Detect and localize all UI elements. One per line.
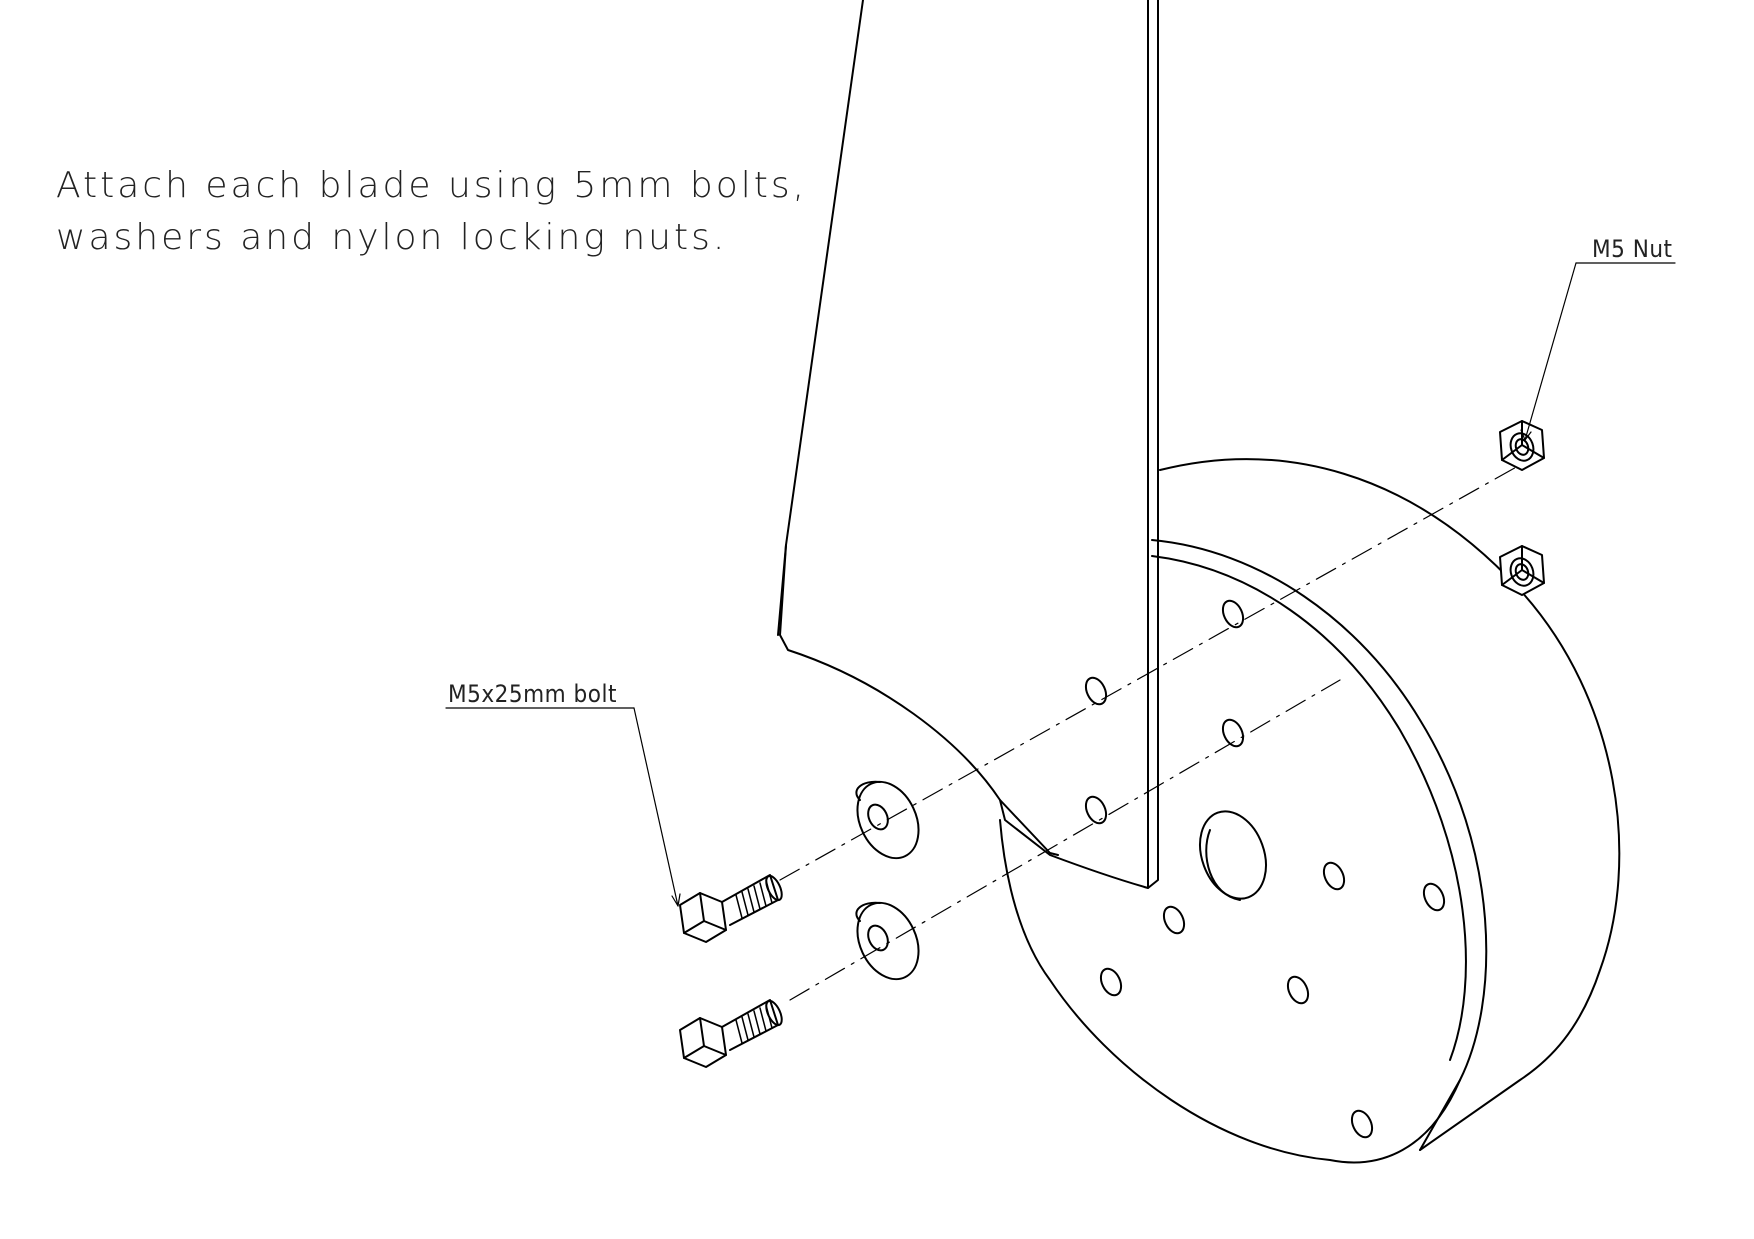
washer-upper	[855, 780, 920, 860]
blade-outline	[779, 0, 1159, 889]
hub-hole	[1422, 882, 1446, 912]
callout-bolt-label: M5x25mm bolt	[448, 680, 617, 708]
callout-nut-label: M5 Nut	[1592, 235, 1673, 263]
instruction-line-1: Attach each blade using 5mm bolts,	[56, 165, 808, 206]
hub-back-edge	[1159, 458, 1621, 1151]
hub	[999, 458, 1621, 1164]
center-line-lower	[789, 679, 1341, 1001]
hub-hole	[1084, 795, 1108, 825]
nut-upper	[1499, 420, 1545, 471]
bolt-lower	[679, 999, 783, 1068]
callout-bolt: M5x25mm bolt	[445, 680, 681, 907]
hub-hole	[1221, 599, 1245, 629]
callout-nut: M5 Nut	[1520, 235, 1676, 441]
hub-hole	[1221, 718, 1245, 748]
washer-lower	[855, 901, 920, 981]
center-lines	[779, 464, 1521, 1001]
bolt-upper	[679, 874, 783, 943]
instruction-text: Attach each blade using 5mm bolts, washe…	[56, 160, 807, 264]
center-line-upper	[779, 464, 1521, 881]
hub-hole	[1350, 1109, 1374, 1139]
hub-center-bore	[1199, 810, 1267, 900]
instruction-line-2: washers and nylon locking nuts.	[56, 217, 728, 258]
hub-hole	[1084, 676, 1108, 706]
blade	[777, 0, 1159, 889]
hub-hole	[1286, 975, 1310, 1005]
hub-front-ring	[1151, 555, 1467, 1061]
hub-front-face	[999, 539, 1488, 1164]
hub-hole	[1099, 967, 1123, 997]
hub-hole	[1322, 861, 1346, 891]
hub-hole	[1162, 905, 1186, 935]
nut-lower	[1499, 545, 1545, 596]
